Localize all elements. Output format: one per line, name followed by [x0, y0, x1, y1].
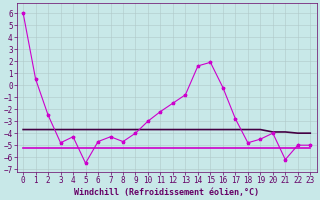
X-axis label: Windchill (Refroidissement éolien,°C): Windchill (Refroidissement éolien,°C): [74, 188, 259, 197]
